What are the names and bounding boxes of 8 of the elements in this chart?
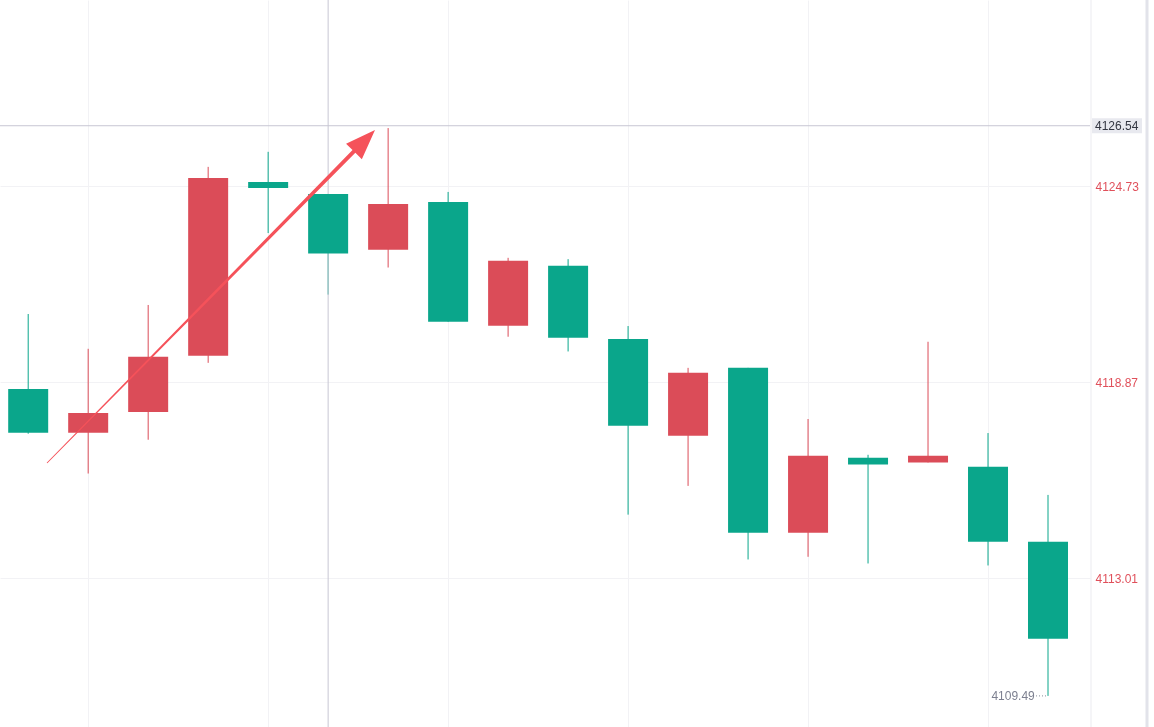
candlestick xyxy=(908,341,949,463)
y-tick-label: 4124.73 xyxy=(1095,179,1140,194)
y-tick-label: 4118.87 xyxy=(1095,375,1139,390)
y-tick-label: 4113.01 xyxy=(1095,571,1139,586)
ref-line-label: 4126.54 xyxy=(1095,118,1139,133)
candlestick xyxy=(248,151,289,234)
candlestick xyxy=(848,454,889,564)
annotation: 4109.49 xyxy=(991,688,1036,703)
